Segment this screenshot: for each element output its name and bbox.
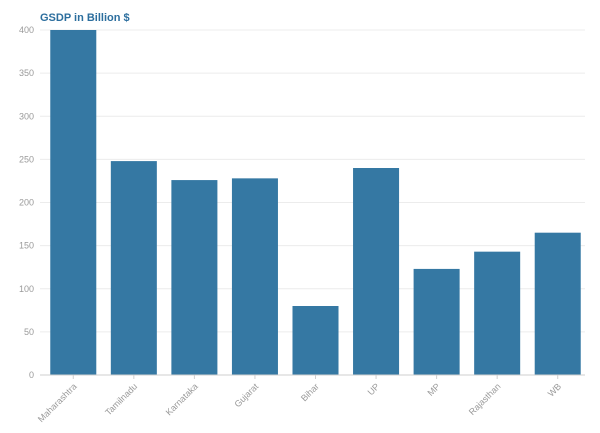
y-tick-label: 350 [19,68,34,78]
bar-bihar [292,306,339,375]
y-tick-label: 300 [19,111,34,121]
x-tick-label: Maharashtra [36,381,79,424]
x-tick-label: Tamilnadu [103,381,139,417]
bar-up [353,168,400,375]
y-tick-label: 400 [19,25,34,35]
x-tick-label: Karnataka [164,381,200,417]
y-tick-label: 200 [19,198,34,208]
x-tick-label: MP [425,381,442,398]
x-tick-label: Bihar [299,381,321,403]
y-tick-label: 0 [29,370,34,380]
x-tick-label: UP [366,381,382,397]
y-tick-label: 150 [19,241,34,251]
bar-mp [413,268,460,375]
y-axis: 0 50 100 150 200 250 300 350 400 [19,25,34,380]
bar-rajasthan [474,251,521,375]
bar-gujarat [231,178,278,375]
bar-tamilnadu [110,161,157,375]
x-tick-label: Gujarat [232,381,260,409]
y-tick-label: 100 [19,284,34,294]
x-axis: Maharashtra Tamilnadu Karnataka Gujarat Biha… [36,374,585,424]
bars [50,30,581,375]
x-tick-label: Rajasthan [467,381,503,417]
y-tick-label: 250 [19,154,34,164]
bar-karnataka [171,180,218,375]
y-tick-label: 50 [24,327,34,337]
bar-maharashtra [50,30,97,375]
x-tick-label: WB [546,381,563,398]
bar-wb [534,232,581,375]
chart-title: GSDP in Billion $ [40,12,130,24]
